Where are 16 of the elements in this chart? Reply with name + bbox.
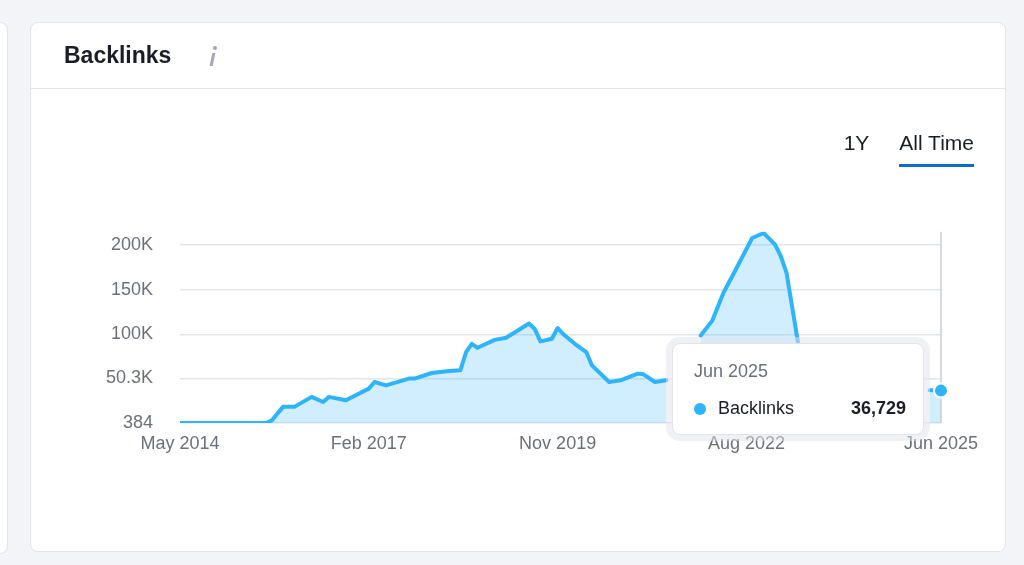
x-tick-label: May 2014 [140,432,220,453]
y-tick-label: 150K [110,278,153,299]
text: 1Y [843,131,870,156]
chart-title: Backlinks [64,42,172,69]
y-tick-label: 200K [110,234,153,255]
x-tick-label: Jun 2025 [903,432,979,453]
annotation: Jun 2025 [694,361,769,382]
x-tick-label: Nov 2019 [519,432,597,453]
y-tick-label: 50.3K [105,367,153,388]
y-tick-label: 384 [122,411,153,432]
x-tick-label: Feb 2017 [330,432,407,453]
annotation: 36,729 [850,398,906,419]
legend-label: Backlinks [718,398,795,419]
text: All Time [899,131,974,167]
y-tick-label: 100K [110,323,153,344]
x-tick-label: Aug 2022 [707,432,785,453]
